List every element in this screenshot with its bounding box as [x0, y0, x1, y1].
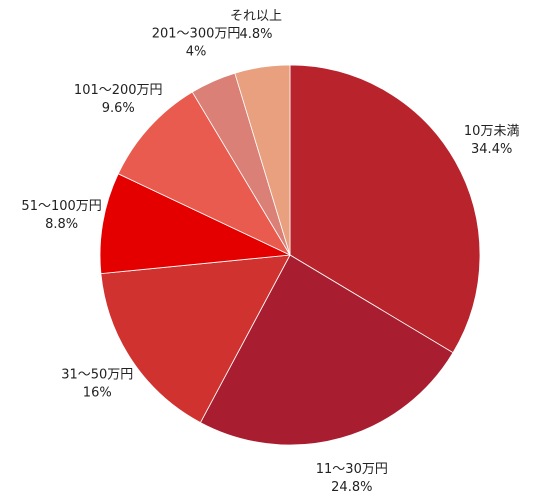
slice-label: 10万未満 [464, 124, 520, 139]
pie-slice [117, 91, 292, 256]
pie-slice [99, 173, 292, 275]
slice-label: 11〜30万円 [316, 462, 388, 477]
value-label: 9.6% [102, 101, 135, 116]
slice-label: 31〜50万円 [61, 367, 133, 382]
slice-label: それ以上 [230, 9, 282, 24]
pie-slice [289, 64, 481, 354]
value-label: 16% [83, 385, 112, 400]
slice-label: 201〜300万円 [152, 27, 241, 42]
value-label: 4.8% [239, 27, 272, 42]
pie-slice [234, 64, 291, 256]
slice-label: 51〜100万円 [21, 199, 101, 214]
pie-slice [199, 254, 454, 446]
value-label: 8.8% [45, 217, 78, 232]
slice-label: 101〜200万円 [74, 83, 163, 98]
value-label: 24.8% [331, 480, 372, 495]
value-label: 4% [186, 45, 207, 60]
pie-slice [100, 254, 291, 424]
value-label: 34.4% [471, 142, 512, 157]
